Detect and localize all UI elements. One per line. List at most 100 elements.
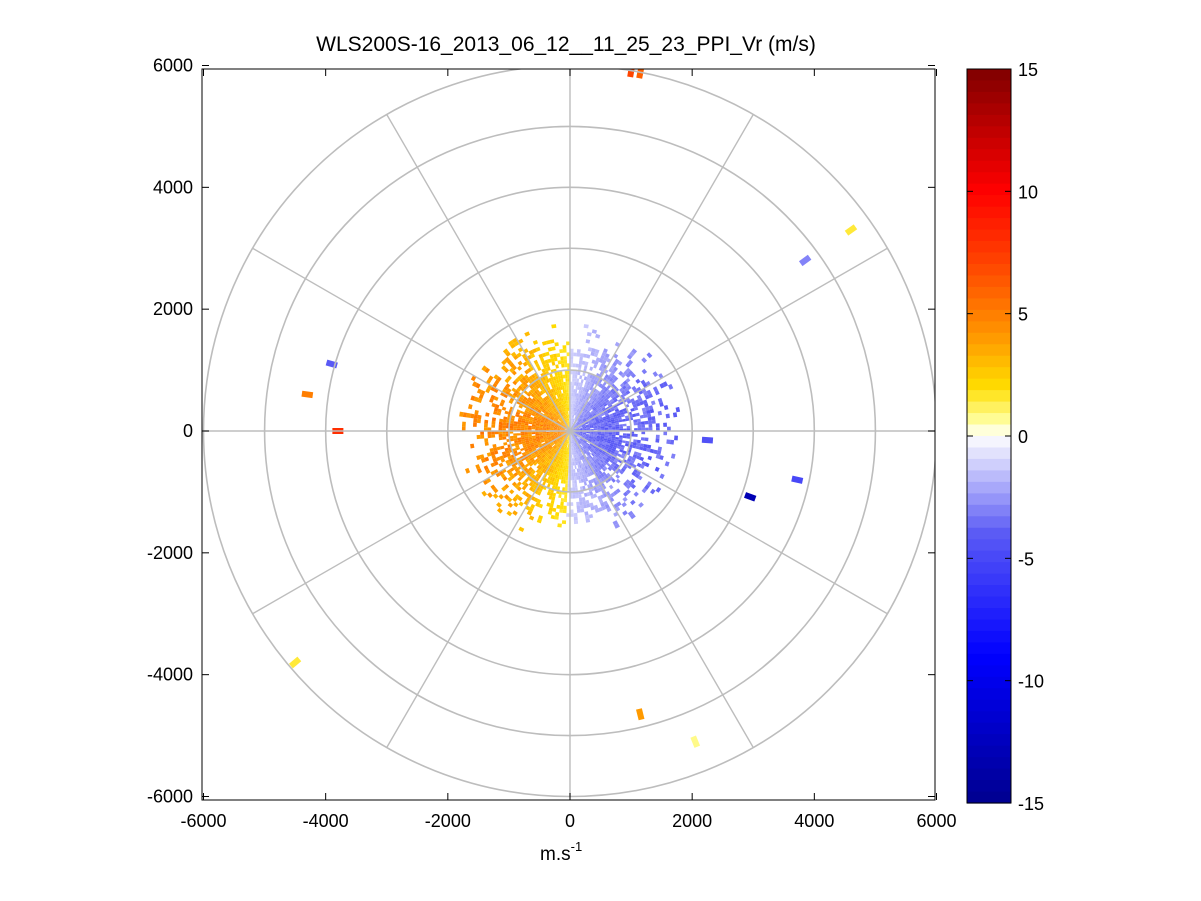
scan-cell	[504, 447, 509, 452]
scan-cell	[538, 515, 543, 520]
scan-cell	[655, 487, 662, 493]
scan-cell	[552, 404, 556, 409]
scan-cell	[632, 413, 637, 418]
scan-cell	[601, 406, 606, 411]
scan-cell	[528, 507, 534, 513]
scan-cell	[544, 412, 549, 416]
scan-cell	[639, 456, 644, 462]
scan-cell	[578, 494, 582, 498]
x-axis-label: m.s-1	[540, 839, 582, 865]
scan-cell	[534, 444, 539, 448]
scan-cell	[607, 439, 612, 442]
scan-cell	[517, 476, 523, 482]
scan-cell	[502, 428, 506, 431]
scan-cell	[572, 458, 575, 462]
scan-cell	[573, 423, 576, 427]
scan-cell	[531, 424, 536, 427]
scan-cell	[479, 454, 485, 459]
scan-cell	[539, 396, 543, 400]
scan-cell	[504, 410, 509, 415]
scan-cell	[646, 389, 652, 395]
scan-cell	[552, 453, 556, 458]
scan-cell	[563, 498, 567, 503]
scan-cell	[526, 377, 531, 382]
scan-cell	[491, 431, 495, 435]
scan-cell	[532, 460, 537, 465]
scan-cell	[560, 468, 564, 473]
scan-cell	[617, 415, 622, 419]
scan-cell	[586, 469, 590, 474]
scan-cell	[549, 503, 554, 508]
scan-cell	[552, 353, 557, 358]
scan-cell	[588, 514, 594, 519]
scan-cell	[533, 386, 538, 391]
scan-cell	[562, 416, 565, 420]
scan-cell	[619, 387, 624, 393]
scan-cell	[559, 436, 563, 439]
scan-cell	[648, 420, 653, 425]
scan-cell	[524, 492, 530, 498]
scan-cell	[561, 432, 565, 433]
scan-cell	[594, 468, 599, 473]
scan-cell	[543, 388, 548, 393]
scan-cell	[572, 414, 574, 419]
colorbar-step	[967, 539, 1011, 552]
scan-cell	[633, 433, 638, 437]
scan-cell	[630, 398, 635, 403]
scan-cell	[513, 450, 518, 455]
scan-cell	[545, 391, 549, 396]
scan-cell	[572, 411, 575, 415]
scan-cell	[570, 443, 572, 448]
scan-cell	[584, 422, 589, 425]
scan-cell	[599, 419, 604, 422]
scan-cell	[537, 470, 542, 475]
scan-cell	[549, 472, 553, 477]
scan-cell	[627, 359, 634, 365]
scan-cell	[570, 436, 572, 441]
scan-cell	[636, 455, 641, 460]
scan-cell	[586, 416, 590, 420]
scan-cell	[525, 469, 530, 474]
scan-cell	[595, 411, 600, 415]
scan-cell	[575, 446, 577, 451]
scan-cell	[597, 487, 602, 493]
scan-cell	[581, 360, 586, 365]
scan-cell	[565, 439, 568, 444]
scan-cell	[579, 353, 584, 358]
scan-cell	[518, 417, 523, 421]
scan-cell	[530, 353, 536, 359]
scan-cell	[557, 406, 560, 410]
scan-cell	[527, 461, 533, 466]
scan-cell	[587, 468, 592, 473]
scan-cell	[578, 428, 583, 430]
scan-cell	[597, 434, 601, 437]
scan-cell	[519, 373, 525, 379]
scan-cell	[491, 420, 496, 425]
scan-cell	[583, 395, 587, 400]
scan-cell	[581, 463, 585, 468]
scan-cell	[579, 401, 582, 406]
scan-cell	[585, 415, 589, 419]
scan-cell	[531, 387, 536, 392]
scan-cell	[578, 405, 581, 410]
scan-cell	[580, 455, 584, 460]
scan-cell	[524, 421, 529, 424]
scan-cell	[561, 404, 564, 409]
scan-cell	[646, 481, 652, 487]
scan-cell	[613, 398, 618, 403]
scan-cell	[600, 436, 605, 439]
scan-cell	[583, 419, 587, 423]
scan-cell	[580, 463, 584, 468]
scan-cell	[570, 447, 572, 452]
scan-cell	[594, 398, 599, 403]
scan-cell	[517, 419, 522, 423]
scan-cell	[573, 403, 575, 408]
scan-cell	[597, 391, 602, 396]
scan-cell	[637, 427, 642, 431]
scan-cell	[578, 427, 583, 429]
scan-cell	[581, 436, 585, 439]
scan-cell	[525, 441, 530, 445]
scan-cell	[516, 387, 521, 393]
scan-cell	[589, 435, 594, 438]
scan-cell	[489, 398, 494, 403]
